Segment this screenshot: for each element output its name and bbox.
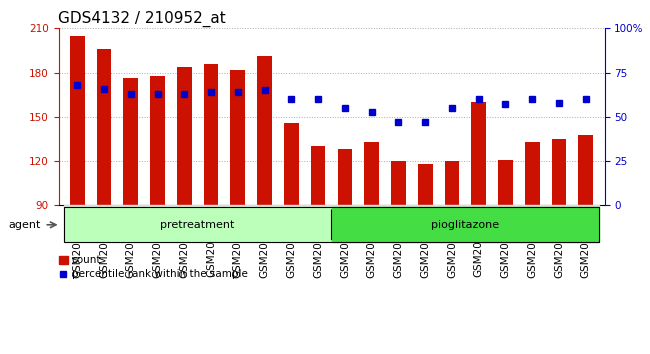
Bar	[525, 142, 540, 205]
Bar	[284, 123, 299, 205]
Bar	[445, 161, 460, 205]
Bar	[150, 75, 165, 205]
Bar	[391, 161, 406, 205]
Text: pretreatment: pretreatment	[161, 220, 235, 230]
Bar	[58, 256, 68, 264]
Text: pioglitazone: pioglitazone	[431, 220, 499, 230]
Bar	[471, 102, 486, 205]
Bar	[337, 149, 352, 205]
Bar	[552, 139, 566, 205]
Bar	[70, 36, 84, 205]
Bar	[64, 207, 332, 242]
Bar	[124, 79, 138, 205]
Bar	[257, 56, 272, 205]
Bar	[231, 70, 245, 205]
Text: GDS4132 / 210952_at: GDS4132 / 210952_at	[58, 11, 226, 27]
Bar	[203, 64, 218, 205]
Text: agent: agent	[8, 220, 41, 230]
Bar	[418, 164, 432, 205]
Text: count: count	[72, 255, 101, 265]
Bar	[177, 67, 192, 205]
Bar	[97, 49, 111, 205]
Bar	[498, 160, 513, 205]
Bar	[64, 205, 599, 207]
Bar	[311, 146, 326, 205]
Bar	[364, 142, 379, 205]
Bar	[64, 207, 599, 242]
Text: percentile rank within the sample: percentile rank within the sample	[72, 269, 248, 279]
Bar	[578, 135, 593, 205]
Bar	[332, 207, 599, 242]
